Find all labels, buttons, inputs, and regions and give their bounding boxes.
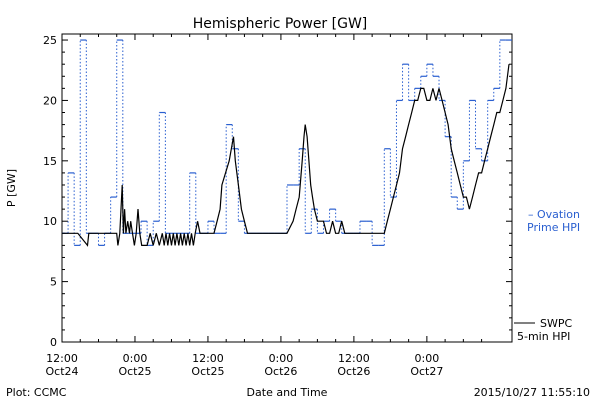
footer-plot-source: Plot: CCMC: [6, 386, 67, 399]
x-tick-label-date: Oct27: [410, 365, 443, 378]
y-tick-label: 15: [43, 155, 57, 168]
x-tick-label-date: Oct24: [45, 365, 78, 378]
legend-ovation-line1: – Ovation: [528, 208, 580, 221]
legend-ovation-line2: Prime HPI: [527, 221, 580, 234]
y-tick-label: 10: [43, 215, 57, 228]
legend-swpc: SWPC 5-min HPI: [514, 317, 572, 343]
x-axis-ticks: 12:00Oct240:00Oct2512:00Oct250:00Oct2612…: [45, 34, 483, 378]
chart-title: Hemispheric Power [GW]: [193, 16, 368, 32]
x-tick-label-date: Oct26: [337, 365, 370, 378]
x-tick-label-date: Oct25: [118, 365, 151, 378]
y-tick-label: 25: [43, 34, 57, 47]
series-swpc-5min-hpi: [62, 64, 510, 247]
y-axis-ticks: 0 5 10 15 20 25: [43, 34, 512, 349]
y-tick-label: 20: [43, 94, 57, 107]
y-axis-label: P [GW]: [5, 169, 18, 207]
plot-frame: [61, 33, 513, 343]
x-tick-label-time: 0:00: [269, 352, 294, 365]
x-tick-label-time: 0:00: [415, 352, 440, 365]
x-tick-label-time: 12:00: [192, 352, 224, 365]
legend-ovation: – Ovation Prime HPI: [527, 208, 580, 234]
legend-swpc-line2: 5-min HPI: [517, 330, 570, 343]
x-tick-label-time: 0:00: [123, 352, 148, 365]
footer-timestamp: 2015/10/27 11:55:10: [474, 386, 590, 399]
swpc-line: [62, 64, 510, 247]
x-axis-label: Date and Time: [247, 386, 328, 399]
x-tick-label-date: Oct26: [264, 365, 297, 378]
y-tick-label: 5: [50, 276, 57, 289]
y-tick-label: 0: [50, 336, 57, 349]
legend-swpc-line1: SWPC: [540, 317, 572, 330]
x-tick-label-date: Oct25: [191, 365, 224, 378]
x-tick-label-time: 12:00: [338, 352, 370, 365]
x-tick-label-time: 12:00: [46, 352, 78, 365]
series-ovation-prime-hpi: [62, 39, 512, 246]
